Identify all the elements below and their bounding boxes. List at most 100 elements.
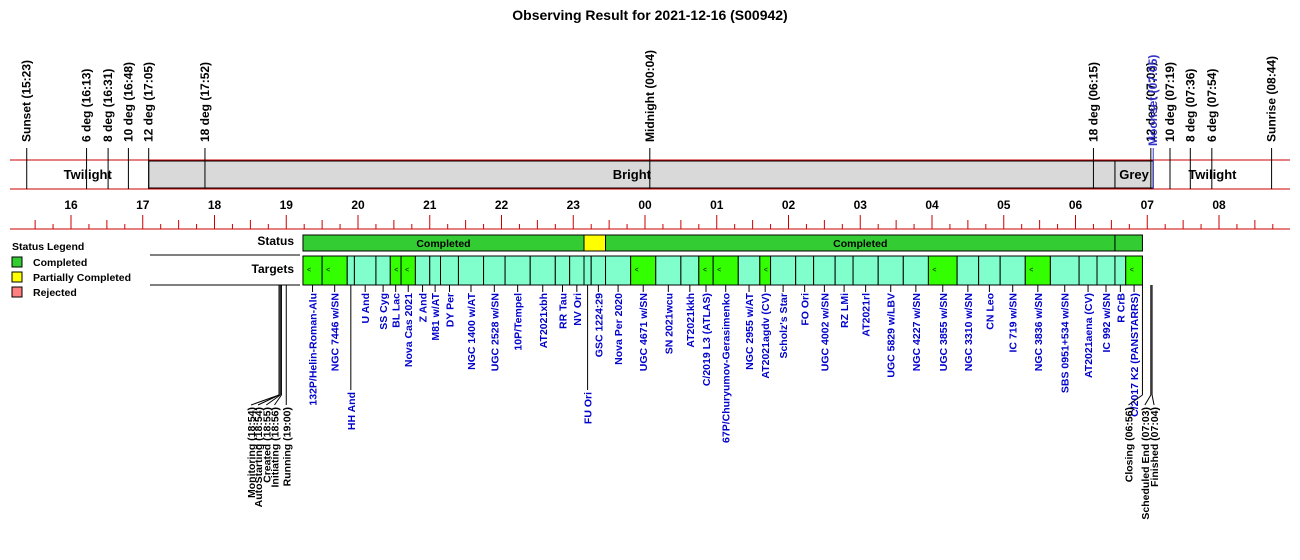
target-label: IC 719 w/SN — [1008, 293, 1020, 353]
target-label: M81 w/AT — [430, 292, 442, 340]
target-block — [1049, 255, 1080, 286]
status-segment-label: Completed — [416, 238, 470, 250]
status-segment — [1114, 234, 1143, 252]
target-block — [583, 255, 592, 286]
hour-tick-label: 00 — [638, 198, 652, 212]
target-label: BL Lac — [391, 293, 403, 328]
target-block — [375, 255, 391, 286]
event-label: 12 deg (07:03) — [1144, 62, 1158, 142]
event-label: 12 deg (17:05) — [142, 62, 156, 142]
event-label: Midnight (00:04) — [643, 50, 657, 142]
legend-swatch — [11, 286, 23, 298]
target-label: Z And — [418, 293, 430, 322]
status-segment-label: Completed — [833, 238, 887, 250]
target-label: SBS 0951+534 w/SN — [1060, 293, 1072, 393]
target-label: SS Cyg — [378, 293, 390, 330]
band-label: Grey — [1119, 167, 1149, 182]
hour-tick-label: 22 — [495, 198, 509, 212]
hour-tick-label: 02 — [782, 198, 796, 212]
target-block — [680, 255, 700, 286]
hour-tick-label: 03 — [854, 198, 868, 212]
target-mark: < — [635, 267, 639, 274]
rows-frame: Status Targets — [150, 234, 300, 286]
target-label: UGC 4671 w/SN — [638, 293, 650, 371]
hour-tick-label: 06 — [1069, 198, 1083, 212]
event-label: 8 deg (16:31) — [101, 69, 115, 142]
milestone-leader — [274, 394, 282, 406]
hour-tick-label: 04 — [925, 198, 939, 212]
event-label: 18 deg (06:15) — [1086, 62, 1100, 142]
milestone-label: Finished (07:04) — [1149, 407, 1161, 487]
milestone-leader — [1144, 394, 1152, 406]
target-label: NV Ori — [572, 293, 584, 326]
event-label: Sunset (15:23) — [20, 60, 34, 142]
target-label: AT2021aena (CV) — [1083, 293, 1095, 378]
hour-tick-label: 07 — [1141, 198, 1155, 212]
target-block — [795, 255, 815, 286]
target-label: HH And — [346, 392, 358, 430]
target-label: CN Leo — [984, 293, 996, 330]
event-label: 6 deg (07:54) — [1205, 69, 1219, 142]
target-label: AT2021xbh — [538, 293, 550, 348]
target-block — [770, 255, 797, 286]
target-block — [483, 255, 506, 286]
target-label: NGC 1400 w/AT — [466, 292, 478, 369]
target-label: NGC 3836 w/SN — [1033, 293, 1045, 371]
chart-title: Observing Result for 2021-12-16 (S00942) — [512, 7, 787, 23]
legend-title: Status Legend — [12, 241, 84, 253]
target-label: GSC 1224:29 — [593, 293, 605, 357]
target-label: RR Tau — [557, 293, 569, 329]
target-block — [1096, 255, 1116, 286]
event-label: Moonset (07:05) — [1146, 55, 1160, 146]
target-block — [346, 255, 355, 286]
target-block — [902, 255, 929, 286]
target-block — [655, 255, 682, 286]
target-label: NGC 3310 w/SN — [963, 293, 975, 371]
target-block — [956, 255, 980, 286]
target-block — [1078, 255, 1098, 286]
status-segment — [583, 234, 607, 252]
target-label: 10P/Tempel — [513, 293, 525, 351]
milestone-leader — [266, 394, 281, 406]
target-label: R CrB — [1115, 293, 1127, 323]
target-label: AT2021kkh — [685, 293, 697, 348]
milestone-label: AutoStarting (18:54) — [253, 407, 265, 507]
target-mark: < — [717, 267, 721, 274]
hour-tick-label: 01 — [710, 198, 724, 212]
target-label: FO Ori — [800, 293, 812, 326]
legend-item-label: Completed — [33, 257, 87, 269]
target-label: Nova Cas 2021 — [403, 293, 415, 367]
target-mark: < — [405, 267, 409, 274]
target-label: 132P/Helin-Roman-Alu — [308, 293, 320, 406]
target-block — [429, 255, 442, 286]
legend-swatch — [11, 271, 23, 283]
hour-tick-label: 05 — [997, 198, 1011, 212]
targets-row: <132P/Helin-Roman-Alu < NGC 7446 w/SN HH An… — [302, 255, 1143, 443]
target-block — [813, 255, 836, 286]
target-mark: < — [394, 267, 398, 274]
target-block — [1114, 255, 1127, 286]
target-label: IC 992 w/SN — [1101, 293, 1113, 353]
target-label: C/2017 K2 (PANSTARRS) — [1129, 293, 1141, 417]
hour-tick-label: 21 — [423, 198, 437, 212]
target-label: DY Per — [444, 293, 456, 327]
target-label: U And — [360, 293, 372, 324]
hour-tick-label: 16 — [64, 198, 78, 212]
target-mark: < — [932, 267, 936, 274]
target-block — [590, 255, 607, 286]
target-label: UGC 2528 w/SN — [489, 293, 501, 371]
target-label: RZ LMi — [839, 293, 851, 328]
milestone-label: Monitoring (18:54) — [246, 407, 258, 498]
hour-tick-label: 08 — [1212, 198, 1226, 212]
target-block — [569, 255, 585, 286]
event-label: 8 deg (07:36) — [1183, 69, 1197, 142]
target-block — [457, 255, 485, 286]
target-mark: < — [1130, 267, 1134, 274]
target-mark: < — [764, 267, 768, 274]
milestone-leader — [1128, 394, 1143, 406]
target-label: UGC 5829 w/LBV — [886, 293, 898, 378]
target-label: FU Ori — [583, 392, 595, 424]
milestone-label: Running (19:00) — [281, 407, 293, 486]
band-label: Twilight — [1188, 167, 1237, 182]
